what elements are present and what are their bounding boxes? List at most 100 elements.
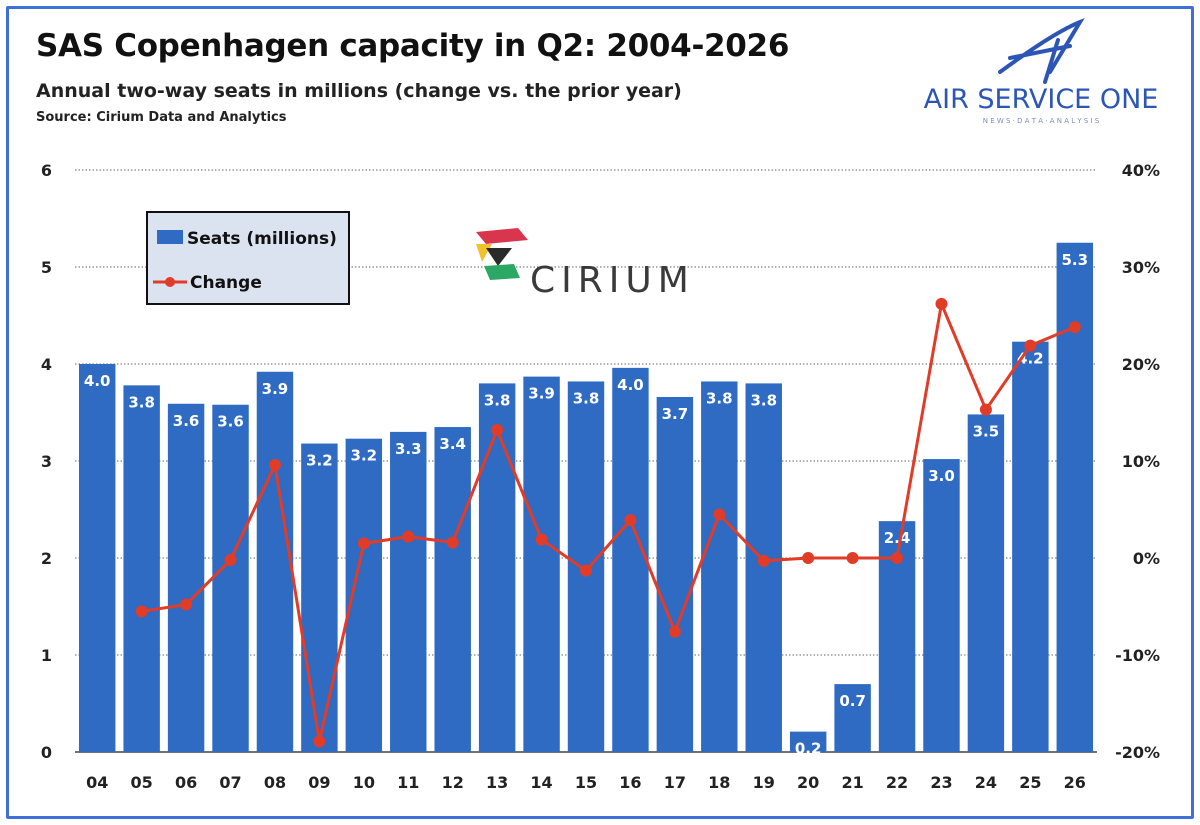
right-tick-label: 0% — [1133, 549, 1160, 568]
left-tick-label: 4 — [41, 355, 52, 374]
x-tick-label: 25 — [1019, 773, 1041, 792]
bar-label-22: 2.4 — [884, 529, 911, 547]
cirium-wordmark: CIRIUM — [530, 260, 695, 301]
change-point-19 — [757, 554, 770, 567]
x-tick-label: 24 — [975, 773, 997, 792]
bar-label-16: 4.0 — [617, 376, 644, 394]
publisher-name: AIR SERVICE ONE — [924, 84, 1159, 115]
bar-label-17: 3.7 — [662, 405, 689, 423]
change-point-21 — [846, 552, 859, 564]
air-service-one-logo-mark — [998, 17, 1085, 84]
bar-04 — [78, 364, 116, 752]
left-tick-label: 6 — [41, 161, 52, 180]
bar-09 — [301, 443, 338, 752]
change-point-20 — [802, 552, 815, 564]
bar-13 — [478, 383, 516, 752]
seats-bars — [78, 242, 1094, 752]
bar-12 — [434, 427, 471, 752]
x-tick-label: 05 — [131, 773, 153, 792]
bar-label-24: 3.5 — [973, 422, 1000, 440]
cirium-logo-mark-red — [476, 228, 528, 244]
right-tick-label: 20% — [1122, 355, 1160, 374]
bar-26 — [1056, 242, 1094, 752]
bar-label-26: 5.3 — [1061, 251, 1088, 269]
change-point-11 — [402, 530, 415, 543]
bar-07 — [212, 404, 249, 752]
legend-seats-label: Seats (millions) — [187, 229, 337, 249]
cirium-logo-mark-dark — [486, 248, 512, 266]
legend-bar-swatch — [157, 230, 183, 244]
cirium-logo: CIRIUM — [476, 228, 695, 301]
right-tick-label: -20% — [1115, 743, 1160, 762]
x-tick-label: 18 — [708, 773, 730, 792]
bar-label-05: 3.8 — [128, 393, 155, 411]
bar-label-20: 0.2 — [795, 740, 822, 758]
x-tick-label: 23 — [930, 773, 952, 792]
bar-label-19: 3.8 — [750, 391, 777, 409]
publisher-tagline: N E W S · D A T A · A N A L Y S I S — [983, 117, 1100, 125]
x-tick-label: 04 — [86, 773, 108, 792]
x-tick-label: 09 — [308, 773, 330, 792]
bar-label-18: 3.8 — [706, 389, 733, 407]
air-service-one-logo: AIR SERVICE ONE N E W S · D A T A · A N … — [924, 17, 1159, 125]
change-point-06 — [180, 598, 193, 611]
left-tick-label: 2 — [41, 549, 52, 568]
x-tick-label: 14 — [530, 773, 552, 792]
bar-label-09: 3.2 — [306, 452, 333, 470]
change-point-10 — [357, 537, 370, 550]
bar-21 — [834, 684, 871, 752]
legend: Seats (millions) Change — [146, 211, 350, 305]
change-point-07 — [224, 553, 237, 566]
x-tick-label: 08 — [264, 773, 286, 792]
x-tick-label: 15 — [575, 773, 597, 792]
chart-source: Source: Cirium Data and Analytics — [36, 110, 287, 125]
bar-18 — [701, 381, 738, 752]
x-tick-label: 19 — [753, 773, 775, 792]
bar-16 — [612, 367, 649, 752]
change-point-25 — [1024, 339, 1037, 352]
right-tick-label: 40% — [1122, 161, 1160, 180]
right-tick-label: 10% — [1122, 452, 1160, 471]
bar-label-14: 3.9 — [528, 385, 555, 403]
bar-label-10: 3.2 — [351, 447, 378, 465]
bar-24 — [967, 414, 1005, 752]
bar-label-11: 3.3 — [395, 440, 422, 458]
bar-label-15: 3.8 — [573, 389, 600, 407]
bar-label-12: 3.4 — [439, 435, 466, 453]
change-point-26 — [1068, 321, 1081, 334]
change-point-16 — [624, 514, 637, 527]
change-point-18 — [713, 508, 726, 521]
x-tick-label: 12 — [442, 773, 464, 792]
right-axis-ticks: -20% -10% 0% 10% 20% 30% 40% — [1115, 161, 1160, 762]
bar-20 — [789, 731, 827, 752]
legend-change-label: Change — [190, 273, 262, 293]
left-tick-label: 3 — [41, 452, 52, 471]
bar-data-labels: 4.0 3.8 3.6 3.6 3.9 3.2 3.2 3.3 3.4 3.8 3.9 3.8 4.0 3… — [84, 251, 1088, 758]
bar-label-06: 3.6 — [173, 412, 200, 430]
right-tick-label: -10% — [1115, 646, 1160, 665]
chart-title: SAS Copenhagen capacity in Q2: 2004-2026 — [36, 28, 790, 64]
change-point-05 — [135, 605, 148, 618]
change-point-09 — [313, 735, 326, 748]
x-tick-label: 16 — [619, 773, 641, 792]
left-tick-label: 1 — [41, 646, 52, 665]
bar-label-13: 3.8 — [484, 391, 511, 409]
bar-11 — [390, 431, 427, 752]
change-point-24 — [979, 403, 992, 416]
x-tick-label: 07 — [219, 773, 241, 792]
x-tick-label: 13 — [486, 773, 508, 792]
x-axis-ticks: 04 05 06 07 08 09 10 11 12 13 14 15 16 17 18 19 20 21 22 23… — [86, 773, 1086, 792]
legend-line-marker — [165, 277, 175, 287]
chart-subtitle: Annual two-way seats in millions (change… — [36, 80, 682, 102]
x-tick-label: 22 — [886, 773, 908, 792]
bar-label-04: 4.0 — [84, 372, 111, 390]
bar-19 — [745, 383, 782, 752]
right-tick-label: 30% — [1122, 258, 1160, 277]
change-point-23 — [935, 297, 948, 310]
legend-box — [146, 211, 350, 305]
change-point-22 — [891, 552, 904, 564]
bar-label-21: 0.7 — [839, 692, 866, 710]
bar-23 — [923, 459, 960, 752]
bar-06 — [167, 403, 205, 752]
bar-14 — [523, 376, 560, 752]
